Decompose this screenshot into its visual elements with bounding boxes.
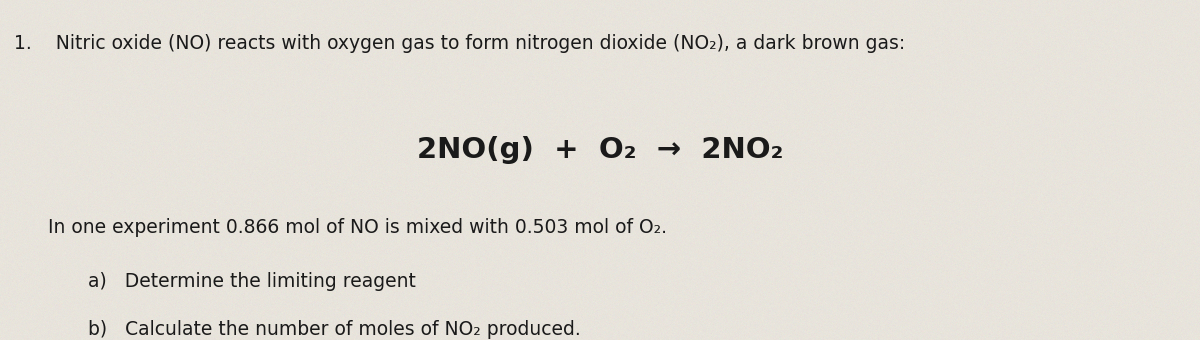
Text: 2NO(g)  +  O₂  →  2NO₂: 2NO(g) + O₂ → 2NO₂ (416, 136, 784, 164)
Text: b)   Calculate the number of moles of NO₂ produced.: b) Calculate the number of moles of NO₂ … (88, 320, 581, 339)
Text: In one experiment 0.866 mol of NO is mixed with 0.503 mol of O₂.: In one experiment 0.866 mol of NO is mix… (48, 218, 667, 237)
Text: a)   Determine the limiting reagent: a) Determine the limiting reagent (88, 272, 415, 291)
Text: 1.    Nitric oxide (NO) reacts with oxygen gas to form nitrogen dioxide (NO₂), a: 1. Nitric oxide (NO) reacts with oxygen … (14, 34, 906, 53)
